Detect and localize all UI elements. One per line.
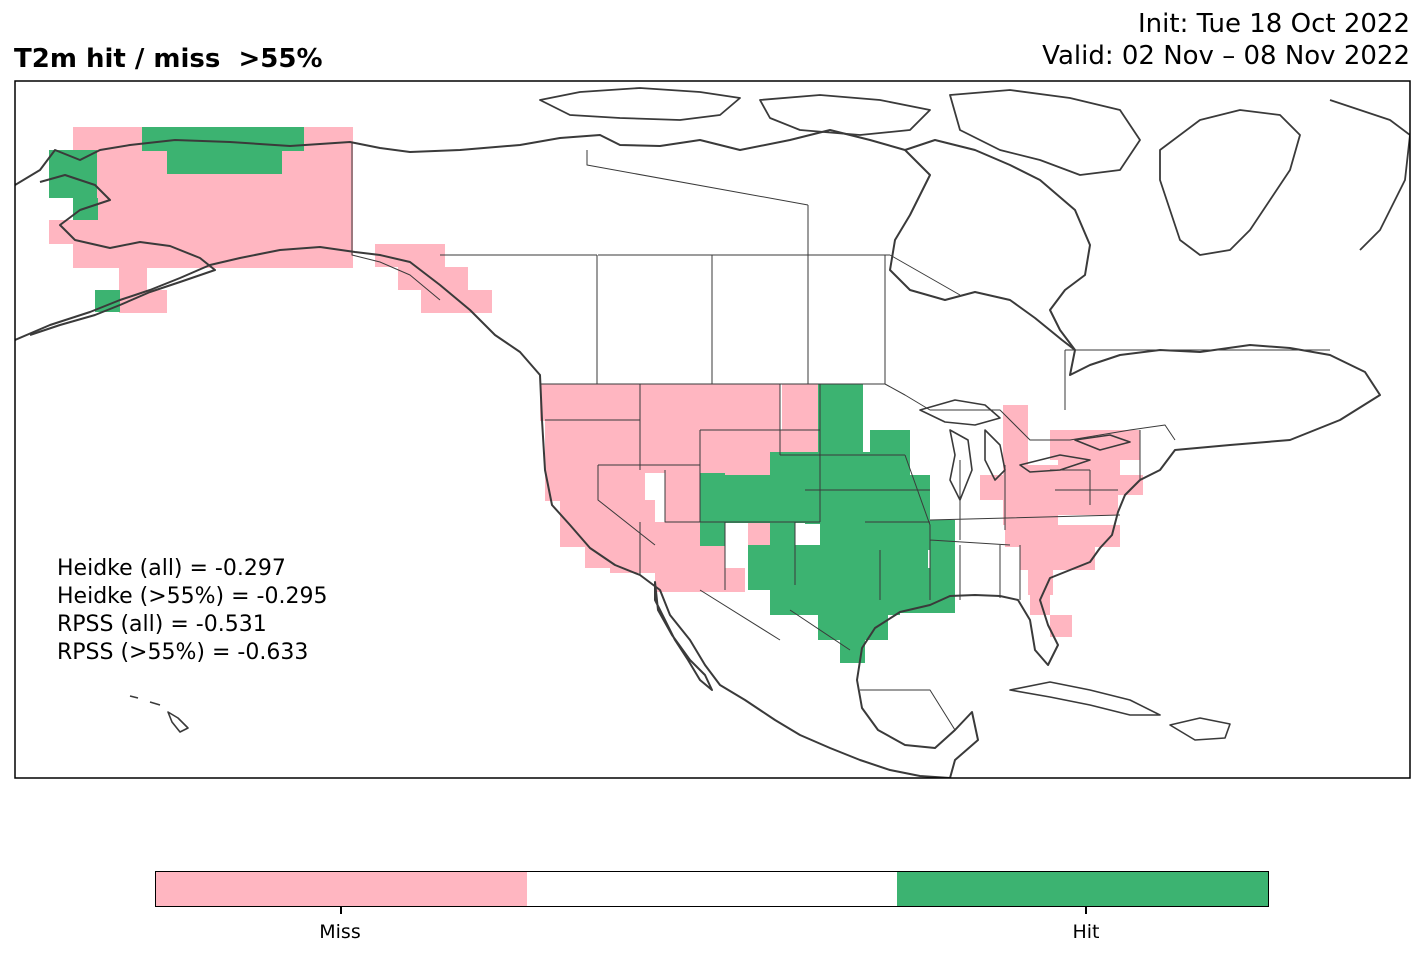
rpss-55: RPSS (>55%) = -0.633 xyxy=(57,640,309,665)
hispaniola xyxy=(1169,717,1231,741)
us-states-central xyxy=(779,384,1011,600)
miss-cell xyxy=(1003,465,1058,525)
miss-cell xyxy=(49,220,353,244)
map-title: T2m hit / miss >55% xyxy=(14,44,323,74)
hit-cell xyxy=(930,540,955,590)
miss-cell xyxy=(73,198,353,222)
coastline xyxy=(15,129,1381,778)
borders xyxy=(351,142,1330,731)
colorbar-tick-hit xyxy=(1085,907,1087,914)
map-frame xyxy=(14,80,1411,779)
miss-cell xyxy=(1005,525,1120,547)
mexico-states xyxy=(699,589,956,731)
miss-cell xyxy=(700,430,782,475)
hawaii xyxy=(129,695,189,733)
alaska-canada-border xyxy=(351,142,441,301)
cuba xyxy=(1009,681,1161,716)
rpss-all: RPSS (all) = -0.531 xyxy=(57,612,267,637)
miss-cell xyxy=(73,127,143,151)
miss-cell xyxy=(1058,490,1118,515)
miss-cell xyxy=(665,473,700,523)
hit-cell xyxy=(142,127,304,151)
hit-cell xyxy=(770,522,795,547)
geography-lines xyxy=(15,87,1410,778)
miss-cell xyxy=(540,384,640,421)
miss-cell xyxy=(1058,460,1120,490)
greenland-edge xyxy=(1329,99,1410,251)
us-states-west xyxy=(545,384,820,590)
coastline-west xyxy=(15,246,951,778)
miss-cell xyxy=(1030,595,1050,615)
colorbar-label-miss: Miss xyxy=(319,921,361,943)
hit-cell xyxy=(748,545,928,590)
miss-cell xyxy=(1003,405,1028,465)
heidke-55: Heidke (>55%) = -0.295 xyxy=(57,584,328,609)
hit-cell xyxy=(167,150,282,174)
miss-cell xyxy=(97,150,167,174)
baja-california xyxy=(654,581,713,691)
colorbar-hit-segment xyxy=(897,872,1269,906)
miss-cell xyxy=(147,290,167,313)
arctic-islands-2 xyxy=(759,94,931,136)
miss-cell xyxy=(1028,570,1053,595)
hit-cell xyxy=(818,384,863,454)
miss-cell xyxy=(782,384,818,454)
skill-scores: Heidke (all) = -0.297 Heidke (>55%) = -0… xyxy=(57,555,327,667)
arctic-islands-1 xyxy=(539,87,741,121)
miss-cell xyxy=(303,127,353,151)
miss-cell xyxy=(282,150,353,174)
heidke-all: Heidke (all) = -0.297 xyxy=(57,556,286,581)
miss-cell xyxy=(119,267,147,313)
hudson-bay xyxy=(904,139,1091,351)
miss-cell xyxy=(1118,475,1143,495)
colorbar xyxy=(155,871,1269,907)
valid-date-range: Valid: 02 Nov – 08 Nov 2022 xyxy=(1042,41,1410,71)
us-states-east xyxy=(929,430,1141,600)
colorbar-label-hit: Hit xyxy=(1072,921,1100,943)
arctic-islands-3 xyxy=(949,89,1141,176)
init-date: Init: Tue 18 Oct 2022 xyxy=(1138,9,1410,39)
miss-cell xyxy=(375,244,445,267)
colorbar-miss-segment xyxy=(156,872,527,906)
alaska-coast xyxy=(29,174,216,336)
miss-cell xyxy=(1050,615,1072,637)
baffin-island xyxy=(1159,109,1301,256)
miss-cell xyxy=(97,174,353,198)
colorbar-neutral-segment xyxy=(526,872,898,906)
miss-cell xyxy=(610,545,655,573)
hit-cell xyxy=(700,473,725,546)
colorbar-tick-miss xyxy=(340,907,342,914)
miss-cell xyxy=(1020,545,1095,570)
miss-cell xyxy=(545,421,645,501)
us-canada-border xyxy=(540,383,1176,441)
miss-cell xyxy=(980,475,1005,500)
miss-cell xyxy=(748,522,770,547)
miss-cell xyxy=(640,384,780,430)
miss-cell xyxy=(1050,430,1140,460)
miss-cell xyxy=(655,568,745,592)
miss-cell xyxy=(640,430,700,473)
miss-cell xyxy=(421,290,492,313)
date-info: Init: Tue 18 Oct 2022 Valid: 02 Nov – 08… xyxy=(1042,8,1410,72)
hit-cell xyxy=(725,475,805,523)
canada-provinces xyxy=(440,150,1330,410)
